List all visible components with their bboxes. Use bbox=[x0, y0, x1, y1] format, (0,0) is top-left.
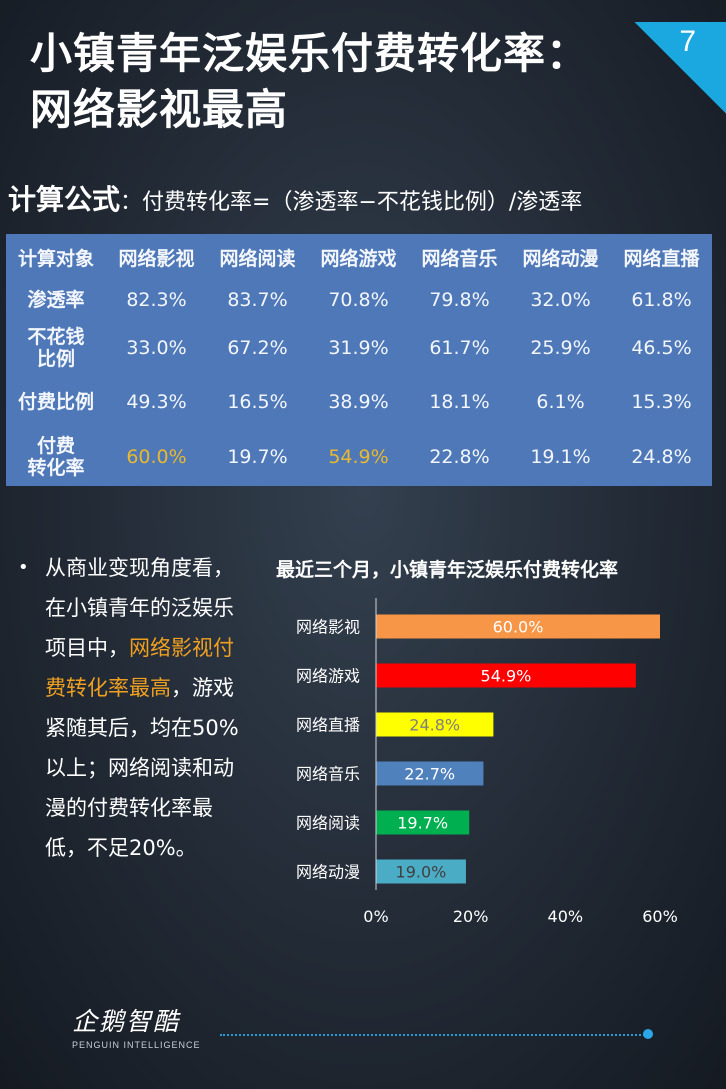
chart-category-label: 网络游戏 bbox=[296, 667, 360, 686]
table-header-cell: 网络影视 bbox=[118, 247, 195, 270]
chart-value-label: 19.7% bbox=[397, 814, 448, 833]
table-header-cell: 网络阅读 bbox=[219, 247, 296, 270]
chart-bar bbox=[376, 614, 660, 639]
table-cell: 82.3% bbox=[126, 289, 187, 311]
chart-bar bbox=[376, 761, 484, 786]
bullet-dot: • bbox=[18, 557, 29, 578]
chart-category-label: 网络音乐 bbox=[296, 765, 360, 784]
chart-value-label: 54.9% bbox=[481, 667, 532, 686]
chart-x-tick-label: 0% bbox=[363, 907, 388, 926]
table-row-label: 渗透率 bbox=[6, 280, 106, 320]
chart-category-label: 网络动漫 bbox=[296, 863, 360, 882]
bullet-highlight: 网络影视付费转化率最高 bbox=[45, 636, 234, 700]
chart-value-label: 24.8% bbox=[409, 716, 460, 735]
chart-value-label: 22.7% bbox=[404, 765, 455, 784]
table-cell: 33.0% bbox=[126, 337, 187, 359]
page-title-line2: 网络影视最高 bbox=[30, 85, 289, 134]
table-row: 渗透率 82.3% 83.7% 70.8% 79.8% 32.0% 61.8% bbox=[6, 280, 712, 320]
bullet-body: 从商业变现角度看，在小镇青年的泛娱乐项目中，网络影视付费转化率最高，游戏紧随其后… bbox=[18, 548, 250, 868]
table-cell: 46.5% bbox=[631, 337, 692, 359]
page-title-line1: 小镇青年泛娱乐付费转化率： bbox=[30, 29, 590, 78]
page-number-corner bbox=[634, 22, 726, 114]
table-row: 付费 转化率 60.0% 19.7% 54.9% 22.8% 19.1% 24.8… bbox=[6, 428, 712, 486]
table-row: 不花钱 比例 33.0% 67.2% 31.9% 61.7% 25.9% 46.5… bbox=[6, 320, 712, 376]
table-cell: 31.9% bbox=[328, 337, 389, 359]
table-cell: 6.1% bbox=[536, 391, 585, 413]
chart-bar bbox=[376, 663, 636, 688]
footer-divider bbox=[220, 1034, 648, 1036]
table-cell: 15.3% bbox=[631, 391, 692, 413]
bar-chart: 网络影视 60.0% 网络游戏 54.9% 网络直播 24.8% 网络音乐 22.7% 网络阅读… bbox=[296, 598, 678, 926]
table-cell-highlight: 54.9% bbox=[328, 446, 389, 468]
table-row-label-line: 比例 bbox=[36, 348, 75, 370]
chart-category-label: 网络阅读 bbox=[296, 814, 360, 833]
page-number: 7 bbox=[679, 25, 696, 58]
chart-category-label: 网络影视 bbox=[296, 618, 360, 637]
logo-sub: PENGUIN INTELLIGENCE bbox=[72, 1040, 201, 1050]
bullet-part2: ，游戏紧随其后，均在50%以上；网络阅读和动漫的付费转化率最低，不足20%。 bbox=[45, 676, 239, 860]
formula-label: 计算公式 bbox=[8, 183, 121, 216]
table-cell: 16.5% bbox=[227, 391, 288, 413]
table-header-cell: 网络动漫 bbox=[522, 247, 599, 270]
table-cell: 19.1% bbox=[530, 446, 591, 468]
table-cell: 83.7% bbox=[227, 289, 288, 311]
table-cell: 18.1% bbox=[429, 391, 490, 413]
chart-value-label: 19.0% bbox=[396, 863, 447, 882]
table-cell: 22.8% bbox=[429, 446, 490, 468]
table-cell: 61.8% bbox=[631, 289, 692, 311]
bullet-text: • 从商业变现角度看，在小镇青年的泛娱乐项目中，网络影视付费转化率最高，游戏紧随… bbox=[18, 548, 250, 868]
logo-main: 企鹅智酷 bbox=[72, 1007, 181, 1036]
table-header-cell: 网络游戏 bbox=[320, 247, 397, 270]
logo: 企鹅智酷 PENGUIN INTELLIGENCE bbox=[72, 1002, 212, 1050]
table-cell: 38.9% bbox=[328, 391, 389, 413]
table-row-label: 付费比例 bbox=[6, 376, 106, 428]
table-cell: 32.0% bbox=[530, 289, 591, 311]
chart-title: 最近三个月，小镇青年泛娱乐付费转化率 bbox=[276, 559, 619, 581]
table-cell: 67.2% bbox=[227, 337, 288, 359]
table-cell: 61.7% bbox=[429, 337, 490, 359]
table-cell: 49.3% bbox=[126, 391, 187, 413]
table-cell: 70.8% bbox=[328, 289, 389, 311]
formula-text: ：付费转化率=（渗透率−不花钱比例）/渗透率 bbox=[120, 190, 583, 215]
table-cell: 24.8% bbox=[631, 446, 692, 468]
page-title: 小镇青年泛娱乐付费转化率： 网络影视最高 bbox=[30, 26, 640, 138]
table-row-label: 不花钱 比例 bbox=[6, 320, 106, 376]
table-cell-highlight: 60.0% bbox=[126, 446, 187, 468]
chart-x-tick-label: 40% bbox=[548, 907, 584, 926]
chart-x-tick-label: 20% bbox=[453, 907, 489, 926]
table-cell: 19.7% bbox=[227, 446, 288, 468]
table-cell: 79.8% bbox=[429, 289, 490, 311]
table-row-label-line: 转化率 bbox=[27, 457, 85, 479]
chart-x-tick-label: 60% bbox=[642, 907, 678, 926]
chart-category-label: 网络直播 bbox=[296, 716, 360, 735]
table-row-label-line: 渗透率 bbox=[27, 289, 85, 311]
chart-value-label: 60.0% bbox=[493, 618, 544, 637]
table-row-label-line: 付费比例 bbox=[17, 391, 94, 413]
table-row-label-line: 不花钱 bbox=[27, 326, 85, 348]
chart-bar bbox=[376, 859, 466, 884]
table-header-row: 计算对象 网络影视 网络阅读 网络游戏 网络音乐 网络动漫 网络直播 bbox=[6, 234, 712, 280]
chart-bar bbox=[376, 810, 470, 835]
table-row-label: 付费 转化率 bbox=[6, 428, 106, 486]
table-header-cell: 网络音乐 bbox=[421, 247, 498, 270]
formula: 计算公式：付费转化率=（渗透率−不花钱比例）/渗透率 bbox=[8, 178, 723, 218]
chart-bar bbox=[376, 712, 494, 737]
table-header-cell: 计算对象 bbox=[17, 247, 94, 270]
footer-dot bbox=[643, 1029, 653, 1039]
bullet-part1: 从商业变现角度看，在小镇青年的泛娱乐项目中， bbox=[45, 556, 234, 660]
data-table: 计算对象 网络影视 网络阅读 网络游戏 网络音乐 网络动漫 网络直播 渗透率 8… bbox=[6, 234, 712, 486]
table-header-cell: 网络直播 bbox=[623, 247, 700, 270]
table-row-label-line: 付费 bbox=[36, 435, 75, 457]
table-cell: 25.9% bbox=[530, 337, 591, 359]
table-row: 付费比例 49.3% 16.5% 38.9% 18.1% 6.1% 15.3% bbox=[6, 376, 712, 428]
